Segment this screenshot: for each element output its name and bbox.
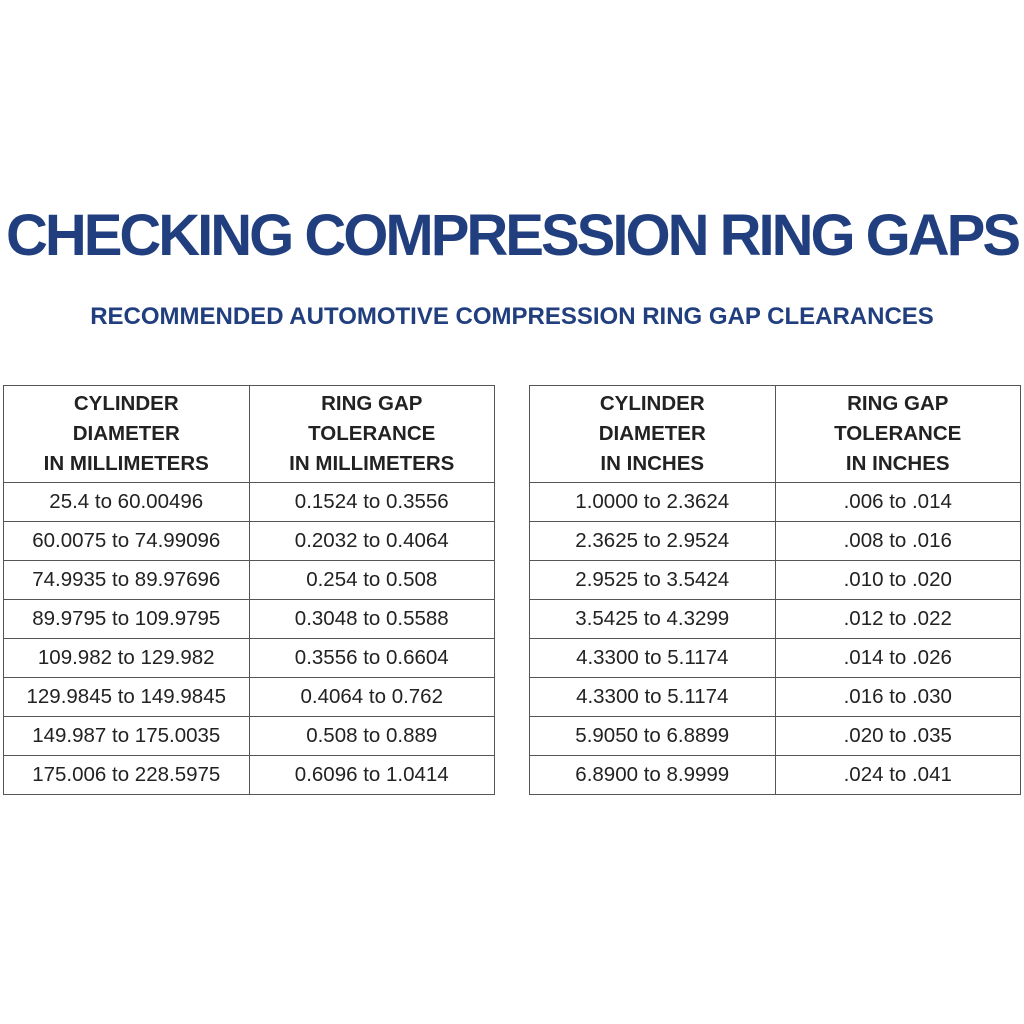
table-cell: 0.3048 to 0.5588	[248, 599, 495, 639]
table-row: 74.9935 to 89.97696 0.254 to 0.508	[3, 560, 495, 600]
header-line: DIAMETER	[72, 422, 180, 445]
header-line: RING GAP	[847, 392, 949, 415]
table-cell: 0.6096 to 1.0414	[248, 755, 495, 795]
table-cell: 6.8900 to 8.9999	[529, 755, 776, 795]
table-row: 60.0075 to 74.99096 0.2032 to 0.4064	[3, 521, 495, 561]
header-line: DIAMETER	[598, 422, 706, 445]
table-cell: 0.254 to 0.508	[248, 560, 495, 600]
table-row: 3.5425 to 4.3299.012 to .022	[529, 599, 1021, 639]
table-cell: .016 to .030	[774, 677, 1021, 717]
header-line: TOLERANCE	[834, 422, 962, 445]
table-row: 4.3300 to 5.1174.014 to .026	[529, 638, 1021, 678]
header-line: CYLINDER	[599, 392, 705, 415]
table-row: 5.9050 to 6.8899.020 to .035	[529, 716, 1021, 756]
table-cell: .014 to .026	[774, 638, 1021, 678]
header-line: IN MILLIMETERS	[43, 452, 209, 475]
header-line: RING GAP	[321, 392, 423, 415]
header-row: CYLINDER DIAMETER IN MILLIMETERS RING GAP TO…	[3, 385, 495, 483]
table-cell: .024 to .041	[774, 755, 1021, 795]
table-row: 4.3300 to 5.1174.016 to .030	[529, 677, 1021, 717]
table-cell: 2.3625 to 2.9524	[529, 521, 776, 561]
table-cell: 4.3300 to 5.1174	[529, 638, 776, 678]
table-cell: 0.3556 to 0.6604	[248, 638, 495, 678]
table-row: 6.8900 to 8.9999.024 to .041	[529, 755, 1021, 795]
table-cell: 4.3300 to 5.1174	[529, 677, 776, 717]
table-cell: .010 to .020	[774, 560, 1021, 600]
table-row: 129.9845 to 149.9845 0.4064 to 0.762	[3, 677, 495, 717]
header-row: CYLINDER DIAMETER IN INCHES RING GAP TOLERAN…	[529, 385, 1021, 483]
table-row: 1.0000 to 2.3624.006 to .014	[529, 482, 1021, 522]
header-line: TOLERANCE	[308, 422, 436, 445]
table-cell: 109.982 to 129.982	[3, 638, 250, 678]
page-title-text: CHECKING COMPRESSION RING GAPS	[5, 203, 1021, 268]
table-cell: 74.9935 to 89.97696	[3, 560, 250, 600]
table-row: 175.006 to 228.5975 0.6096 to 1.0414	[3, 755, 495, 795]
table-row: 149.987 to 175.0035 0.508 to 0.889	[3, 716, 495, 756]
table-cell: 25.4 to 60.00496	[3, 482, 250, 522]
table-row: 89.9795 to 109.9795 0.3048 to 0.5588	[3, 599, 495, 639]
column-header: RING GAP TOLERANCE IN MILLIMETERS	[248, 385, 495, 483]
table-row: 109.982 to 129.982 0.3556 to 0.6604	[3, 638, 495, 678]
inches-table: CYLINDER DIAMETER IN INCHES RING GAP TOLERAN…	[529, 385, 1021, 795]
table-cell: 0.4064 to 0.762	[248, 677, 495, 717]
table-row: 25.4 to 60.00496 0.1524 to 0.3556	[3, 482, 495, 522]
table-row: 2.3625 to 2.9524.008 to .016	[529, 521, 1021, 561]
table-cell: 0.2032 to 0.4064	[248, 521, 495, 561]
page-subtitle: RECOMMENDED AUTOMOTIVE COMPRESSION RING …	[90, 303, 934, 330]
millimeters-table: CYLINDER DIAMETER IN MILLIMETERS RING GAP TO…	[3, 385, 495, 795]
table-row: 2.9525 to 3.5424.010 to .020	[529, 560, 1021, 600]
header-line: IN INCHES	[600, 452, 705, 475]
table-cell: .006 to .014	[774, 482, 1021, 522]
table-cell: 1.0000 to 2.3624	[529, 482, 776, 522]
column-header: CYLINDER DIAMETER IN INCHES	[529, 385, 776, 483]
table-cell: 129.9845 to 149.9845	[3, 677, 250, 717]
header-line: CYLINDER	[73, 392, 179, 415]
table-cell: 149.987 to 175.0035	[3, 716, 250, 756]
table-cell: 0.508 to 0.889	[248, 716, 495, 756]
page-title: CHECKING COMPRESSION RING GAPS	[0, 200, 1024, 272]
table-cell: .008 to .016	[774, 521, 1021, 561]
table-cell: 5.9050 to 6.8899	[529, 716, 776, 756]
table-cell: 0.1524 to 0.3556	[248, 482, 495, 522]
table-cell: 3.5425 to 4.3299	[529, 599, 776, 639]
table-cell: .012 to .022	[774, 599, 1021, 639]
column-header: RING GAP TOLERANCE IN INCHES	[774, 385, 1021, 483]
header-line: IN MILLIMETERS	[289, 452, 455, 475]
table-cell: 175.006 to 228.5975	[3, 755, 250, 795]
table-cell: 60.0075 to 74.99096	[3, 521, 250, 561]
header-line: IN INCHES	[845, 452, 950, 475]
column-header: CYLINDER DIAMETER IN MILLIMETERS	[3, 385, 250, 483]
table-cell: 89.9795 to 109.9795	[3, 599, 250, 639]
table-cell: .020 to .035	[774, 716, 1021, 756]
table-cell: 2.9525 to 3.5424	[529, 560, 776, 600]
